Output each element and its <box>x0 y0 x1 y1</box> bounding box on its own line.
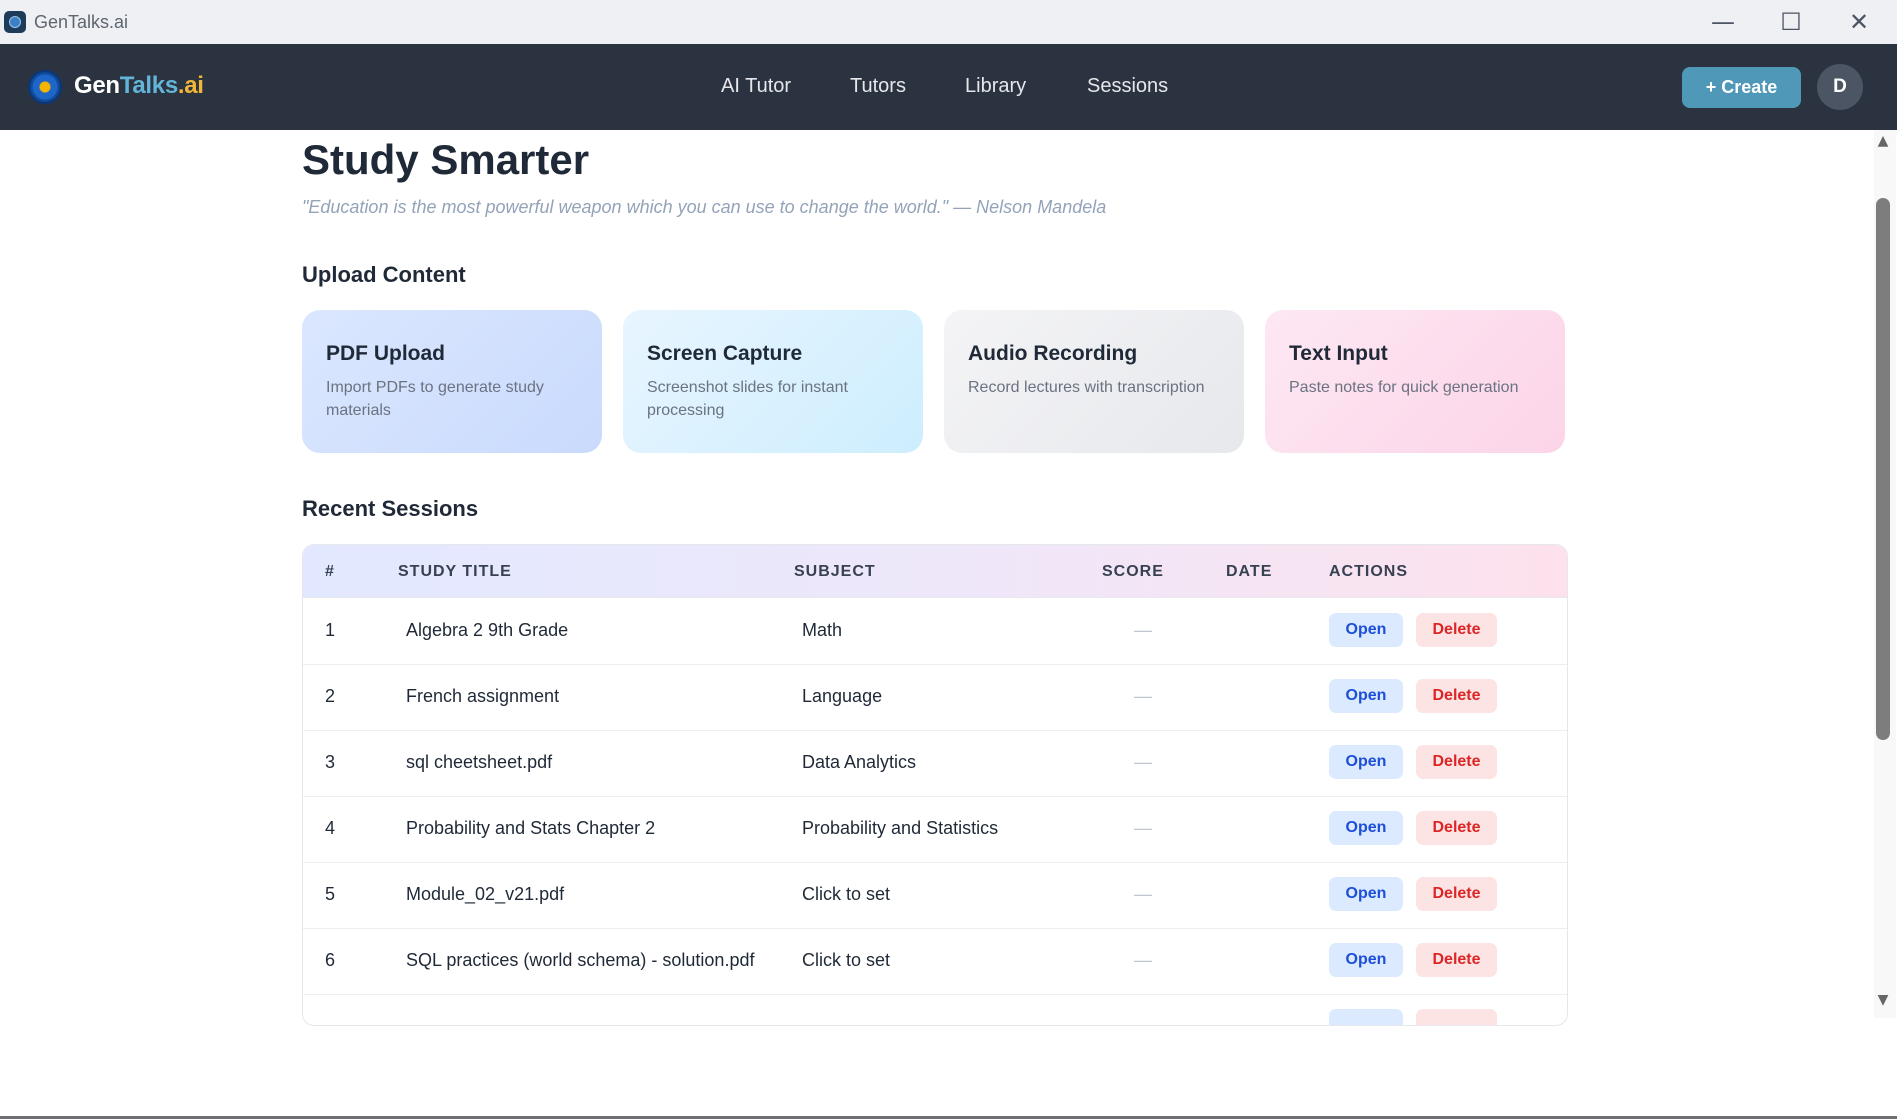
column-header-title[interactable]: STUDY TITLE <box>398 563 512 580</box>
table-row-partial <box>303 994 1567 1025</box>
logo-icon <box>28 70 62 104</box>
card-title: PDF Upload <box>326 342 445 365</box>
close-icon[interactable]: ✕ <box>1848 8 1870 36</box>
column-header-score[interactable]: SCORE <box>1102 563 1164 580</box>
delete-button[interactable]: Delete <box>1416 679 1497 713</box>
table-header: # STUDY TITLE SUBJECT SCORE DATE ACTIONS <box>303 545 1567 598</box>
row-subject[interactable]: Probability and Statistics <box>802 818 999 838</box>
column-header-number: # <box>325 563 335 580</box>
row-score: — <box>1134 818 1152 838</box>
nav-link-library[interactable]: Library <box>965 75 1027 97</box>
row-title[interactable]: Module_02_v21.pdf <box>406 884 565 904</box>
hero-quote: "Education is the most powerful weapon w… <box>302 197 1107 217</box>
avatar[interactable]: D <box>1817 64 1863 110</box>
upload-card-text[interactable]: Text Input Paste notes for quick generat… <box>1265 310 1565 453</box>
nav-link-ai-tutor[interactable]: AI Tutor <box>721 75 792 97</box>
table-row: 5 Module_02_v21.pdf Click to set — Open … <box>303 862 1567 929</box>
table-row: 6 SQL practices (world schema) - solutio… <box>303 928 1567 995</box>
brand-name-part: Gen <box>74 72 120 99</box>
card-description: Record lectures with transcription <box>968 379 1205 396</box>
delete-button[interactable]: Delete <box>1416 613 1497 647</box>
row-number: 6 <box>325 950 336 970</box>
open-button[interactable]: Open <box>1329 811 1403 845</box>
row-score: — <box>1134 884 1152 904</box>
card-description: Screenshot slides for instant processing <box>647 379 848 419</box>
page-title: Study Smarter <box>302 136 590 183</box>
row-score: — <box>1134 950 1152 970</box>
open-button[interactable]: Open <box>1329 745 1403 779</box>
maximize-icon[interactable]: ☐ <box>1780 8 1802 36</box>
card-title: Text Input <box>1289 342 1388 365</box>
row-title[interactable]: SQL practices (world schema) - solution.… <box>406 950 755 970</box>
column-header-subject[interactable]: SUBJECT <box>794 563 876 580</box>
upload-card-screen-capture[interactable]: Screen Capture Screenshot slides for ins… <box>623 310 923 453</box>
nav-link-tutors[interactable]: Tutors <box>850 75 906 97</box>
create-button[interactable]: + Create <box>1682 67 1801 108</box>
delete-button[interactable]: Delete <box>1416 811 1497 845</box>
brand-name-part: .ai <box>177 72 204 99</box>
row-subject[interactable]: Click to set <box>802 950 891 970</box>
row-number: 5 <box>325 884 336 904</box>
row-subject[interactable]: Math <box>802 620 843 640</box>
card-description: Import PDFs to generate study materials <box>326 379 544 419</box>
upload-card-audio[interactable]: Audio Recording Record lectures with tra… <box>944 310 1244 453</box>
row-subject[interactable]: Click to set <box>802 884 891 904</box>
scroll-up-icon[interactable]: ▲ <box>1877 133 1889 149</box>
row-number: 2 <box>325 686 336 706</box>
open-button[interactable]: Open <box>1329 877 1403 911</box>
nav-link-sessions[interactable]: Sessions <box>1087 75 1169 97</box>
open-button-partial[interactable] <box>1329 1009 1403 1025</box>
delete-button[interactable]: Delete <box>1416 943 1497 977</box>
table-row: 2 French assignment Language — Open Dele… <box>303 664 1567 731</box>
app-icon <box>4 11 26 33</box>
row-number: 1 <box>325 620 336 640</box>
column-header-date[interactable]: DATE <box>1226 563 1273 580</box>
card-title: Screen Capture <box>647 342 803 365</box>
brand-name-part: Talks <box>119 72 178 99</box>
window-titlebar: GenTalks.ai — ☐ ✕ <box>0 0 1897 45</box>
row-title[interactable]: Algebra 2 9th Grade <box>406 620 569 640</box>
row-subject[interactable]: Data Analytics <box>802 752 917 772</box>
top-navbar: GenTalks.ai AI Tutor Tutors Library Sess… <box>0 44 1897 130</box>
delete-button-partial[interactable] <box>1416 1009 1497 1025</box>
delete-button[interactable]: Delete <box>1416 877 1497 911</box>
open-button[interactable]: Open <box>1329 943 1403 977</box>
row-number: 4 <box>325 818 336 838</box>
row-score: — <box>1134 686 1152 706</box>
window-bottom-edge <box>0 1116 1897 1119</box>
row-subject[interactable]: Language <box>802 686 883 706</box>
window-title: GenTalks.ai <box>34 12 129 32</box>
column-header-actions: ACTIONS <box>1329 563 1408 580</box>
card-title: Audio Recording <box>968 342 1138 365</box>
row-title[interactable]: French assignment <box>406 686 560 706</box>
row-title[interactable]: Probability and Stats Chapter 2 <box>406 818 656 838</box>
table-row: 1 Algebra 2 9th Grade Math — Open Delete <box>303 598 1567 665</box>
brand-logo[interactable]: GenTalks.ai <box>74 72 204 100</box>
main-content: Study Smarter "Education is the most pow… <box>0 130 1897 1119</box>
upload-section-title: Upload Content <box>302 262 466 287</box>
scrollbar-thumb[interactable] <box>1876 198 1890 740</box>
delete-button[interactable]: Delete <box>1416 745 1497 779</box>
row-title[interactable]: sql cheetsheet.pdf <box>406 752 553 772</box>
table-row: 3 sql cheetsheet.pdf Data Analytics — Op… <box>303 730 1567 797</box>
row-score: — <box>1134 752 1152 772</box>
open-button[interactable]: Open <box>1329 679 1403 713</box>
upload-card-pdf[interactable]: PDF Upload Import PDFs to generate study… <box>302 310 602 453</box>
row-score: — <box>1134 620 1152 640</box>
minimize-icon[interactable]: — <box>1711 8 1735 36</box>
scroll-down-icon[interactable]: ▼ <box>1877 992 1889 1008</box>
table-row: 4 Probability and Stats Chapter 2 Probab… <box>303 796 1567 863</box>
row-number: 3 <box>325 752 336 772</box>
sessions-table: # STUDY TITLE SUBJECT SCORE DATE ACTIONS… <box>302 544 1568 1026</box>
open-button[interactable]: Open <box>1329 613 1403 647</box>
card-description: Paste notes for quick generation <box>1289 379 1519 396</box>
sessions-section-title: Recent Sessions <box>302 496 479 521</box>
